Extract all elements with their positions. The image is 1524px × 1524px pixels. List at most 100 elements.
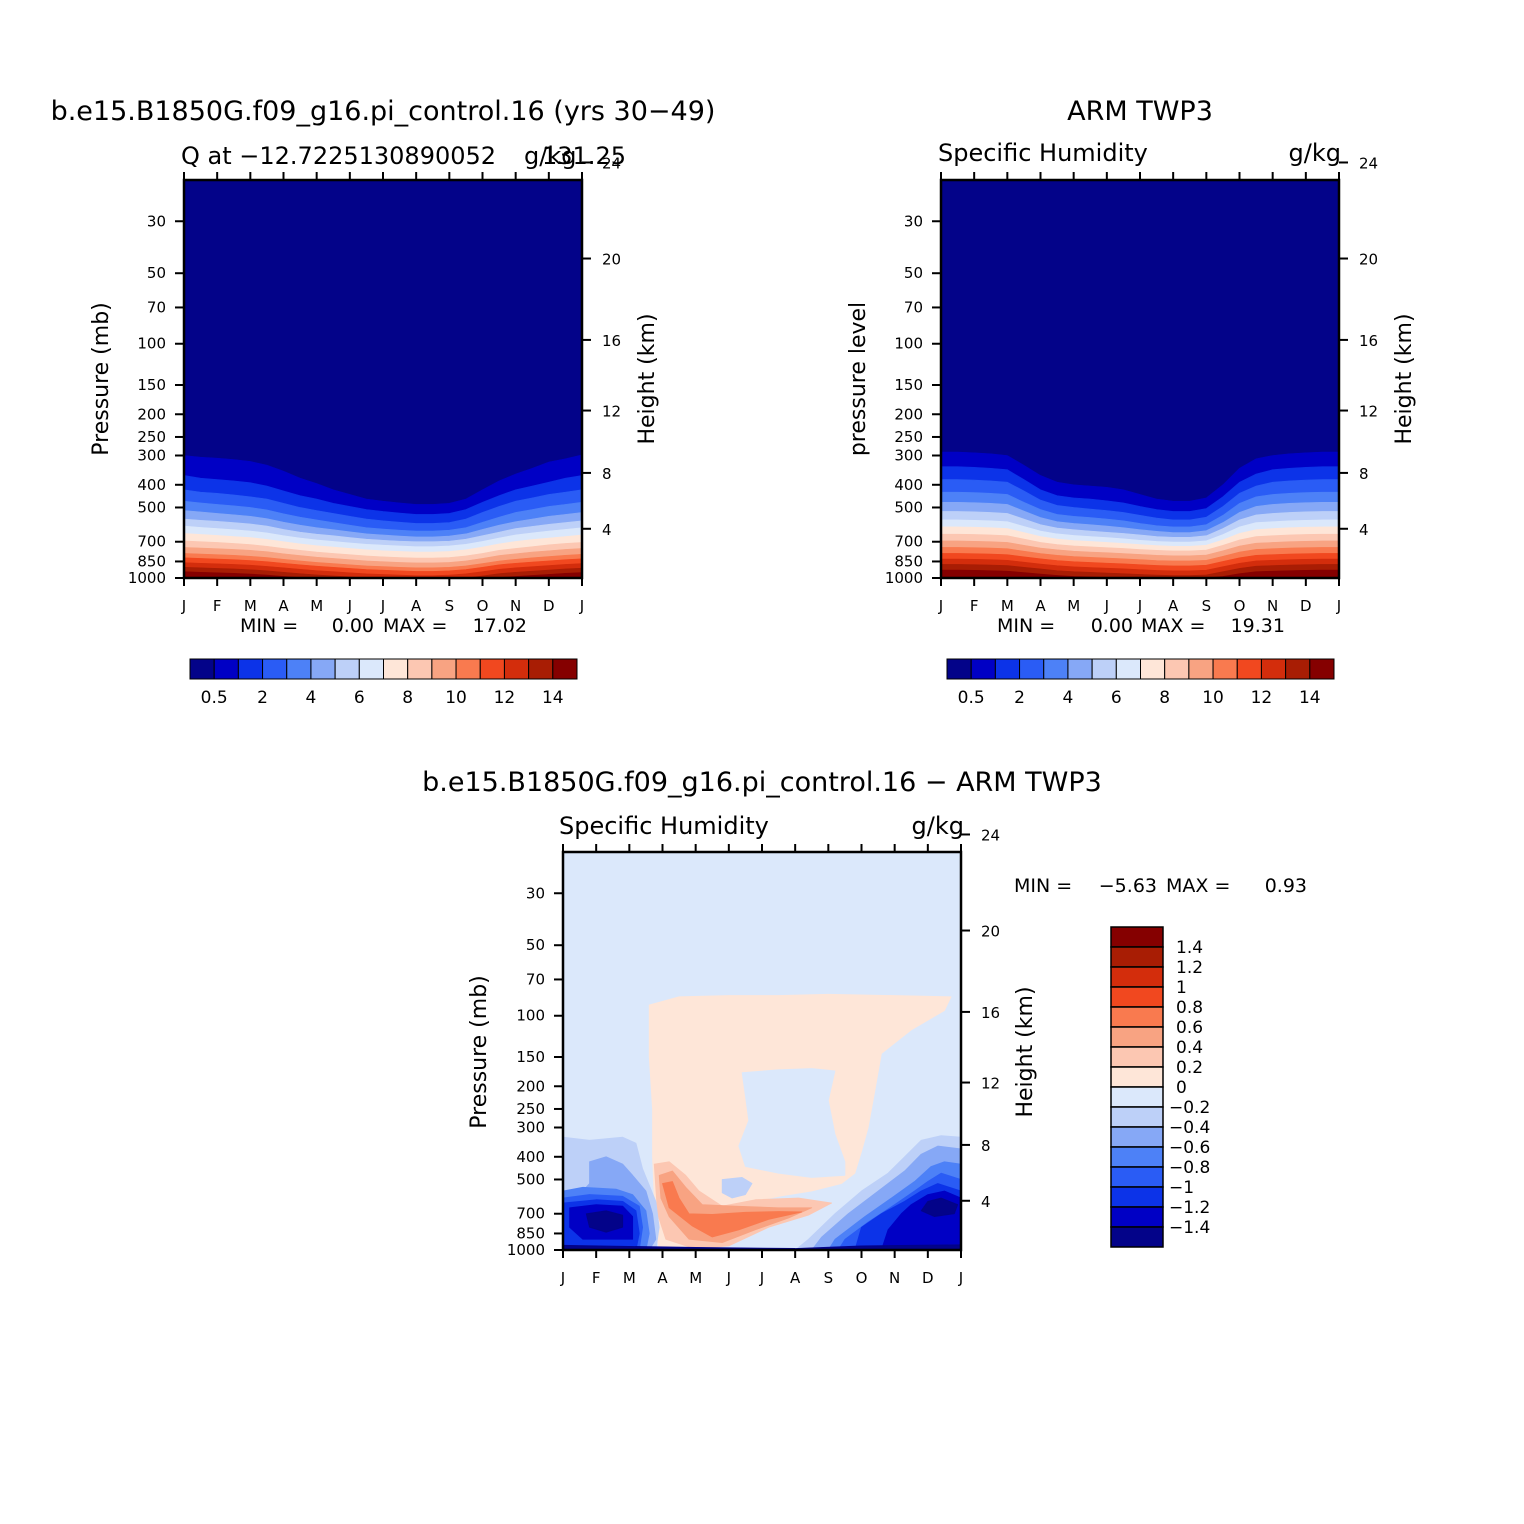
panel-obs-height-tick-label: 12 [1359,403,1378,421]
panel-diff-height-tick-label: 24 [981,826,1000,844]
panel-diff-contour-region [721,1177,753,1199]
panel-diff-y-tick-label: 150 [516,1048,545,1066]
panel-obs-right-subtitle: g/kg [1289,139,1341,167]
panel-diff-colorbar-swatch [1110,946,1164,968]
panel-obs-colorbar-swatch [1260,658,1287,680]
panel-model-colorbar-label: 14 [542,688,564,708]
panel-obs-x-tick-label: J [1137,597,1142,615]
panel-diff-colorbar-swatch [1110,1046,1164,1068]
panel-obs-height-tick-label: 4 [1359,521,1369,539]
panel-model-x-tick-label: M [244,597,257,615]
panel-model-x-tick-label: O [477,597,489,615]
panel-model-y-tick-label: 200 [137,405,166,423]
panel-model-x-tick-label: J [380,597,385,615]
panel-diff-ylabel: Pressure (mb) [467,975,492,1129]
panel-obs-left-subtitle: Specific Humidity [938,139,1148,167]
panel-model-left-subtitle: Q at −12.7225130890052 [181,142,496,170]
panel-obs-y-tick-label: 400 [894,476,923,494]
panel-diff-y-tick-label: 300 [516,1119,545,1137]
panel-obs-x-tick-label: A [1035,597,1046,615]
panel-diff-contour-region [738,1068,846,1178]
panel-obs-y-tick-label: 70 [904,298,923,316]
panel-model-x-tick-label: D [543,597,555,615]
panel-model: b.e15.B1850G.f09_g16.pi_control.16 (yrs … [51,96,716,708]
panel-model-colorbar-label: 4 [306,688,317,708]
panel-model-colorbar: 0.5 2 4 6 8 10 12 14 [189,658,578,708]
panel-obs-x-tick-label: F [970,597,979,615]
panel-obs-colorbar-label: 10 [1202,688,1224,708]
panel-obs-height-tick-label: 20 [1359,251,1378,269]
panel-model-colorbar-swatch [286,658,312,680]
panel-obs-y-tick-label: 700 [894,533,923,551]
panel-obs-y-tick-label: 200 [894,405,923,423]
panel-diff-max-label: MAX = [1166,875,1230,897]
panel-diff-colorbar-label: −0.4 [1169,1118,1210,1138]
panel-model-colorbar-label: 2 [257,688,268,708]
panel-obs-right-ylabel: Height (km) [1392,313,1417,444]
panel-obs-y-tick-label: 30 [904,212,923,230]
panel-obs-height-tick-label: 24 [1359,154,1378,172]
panel-obs-x-tick-label: J [1104,597,1109,615]
panel-obs-colorbar-swatch [1115,658,1141,680]
panel-diff-y-tick-label: 100 [516,1007,545,1025]
panel-diff-colorbar-swatch [1110,986,1164,1008]
panel-obs-min-value: 0.00 [1091,615,1133,637]
panel-diff-left-subtitle: Specific Humidity [559,812,769,840]
panel-diff-right-ylabel: Height (km) [1013,986,1038,1117]
panel-model-height-tick-label: 12 [602,403,621,421]
panel-obs-max-value: 19.31 [1231,615,1285,637]
panel-model-colorbar-swatch [503,658,530,680]
panel-obs-x-tick-label: M [1001,597,1014,615]
panel-model-height-tick-label: 8 [602,465,612,483]
panel-obs-height-tick-label: 8 [1359,465,1369,483]
panel-diff-colorbar-label: −1.4 [1169,1218,1210,1238]
panel-diff-colorbar-swatch [1110,1186,1164,1208]
panel-model-height-tick-label: 20 [602,251,621,269]
panel-model-title: b.e15.B1850G.f09_g16.pi_control.16 (yrs … [51,96,716,127]
panel-obs-x-tick-label: J [938,597,943,615]
panel-diff-colorbar-label: 1.2 [1176,958,1203,978]
panel-diff-height-tick-label: 8 [981,1137,991,1155]
panel-model-x-tick-label: J [347,597,352,615]
panel-obs-ylabel: pressure level [846,302,871,456]
panel-diff-x-tick-label: F [592,1269,601,1287]
panel-model-colorbar-swatch [310,658,336,680]
panel-diff-colorbar-swatch [1110,1086,1164,1108]
panel-obs-colorbar-swatch [970,658,996,680]
panel-diff-colorbar-label: 0.8 [1176,998,1203,1018]
panel-model-colorbar-swatch [262,658,288,680]
panel-diff-colorbar: 1.41.210.80.60.40.20−0.2−0.4−0.6−0.8−1−1… [1110,926,1210,1248]
panel-model-ylabel: Pressure (mb) [89,302,114,456]
panel-obs-colorbar-swatch [1067,658,1093,680]
panel-obs-colorbar-label: 12 [1251,688,1273,708]
panel-model-colorbar-swatch [479,658,505,680]
panel-diff-colorbar-swatch [1110,1106,1164,1128]
panel-diff-colorbar-label: −1 [1169,1178,1194,1198]
panel-obs-colorbar-swatch [1164,658,1190,680]
panel-model-colorbar-swatch [407,658,433,680]
panel-model-overlap-subtitle: 131.25 [542,142,626,170]
panel-obs-colorbar-label: 14 [1299,688,1321,708]
panel-model-x-tick-label: M [310,597,323,615]
panel-diff-y-tick-label: 400 [516,1148,545,1166]
panel-diff-colorbar-swatch [1110,1006,1164,1028]
panel-diff-x-tick-label: A [790,1269,801,1287]
panel-model-y-tick-label: 300 [137,447,166,465]
panel-model-x-tick-label: J [181,597,186,615]
panel-diff-colorbar-label: −1.2 [1169,1198,1210,1218]
panel-model-y-tick-label: 700 [137,533,166,551]
panel-model-y-tick-label: 400 [137,476,166,494]
panel-diff-colorbar-swatch [1110,966,1164,988]
panel-diff-y-tick-label: 200 [516,1077,545,1095]
panel-model-colorbar-label: 12 [494,688,516,708]
panel-obs-title: ARM TWP3 [1067,96,1213,127]
panel-obs-min-label: MIN = [997,615,1055,637]
panel-obs-x-tick-label: A [1168,597,1179,615]
panel-model-colorbar-swatch [528,658,554,680]
panel-model-right-subtitle: g/kg [524,142,576,170]
panel-obs-y-tick-label: 250 [894,428,923,446]
panel-obs-y-tick-label: 100 [894,335,923,353]
panel-model-colorbar-label: 10 [445,688,467,708]
panel-model-y-tick-label: 30 [147,212,166,230]
